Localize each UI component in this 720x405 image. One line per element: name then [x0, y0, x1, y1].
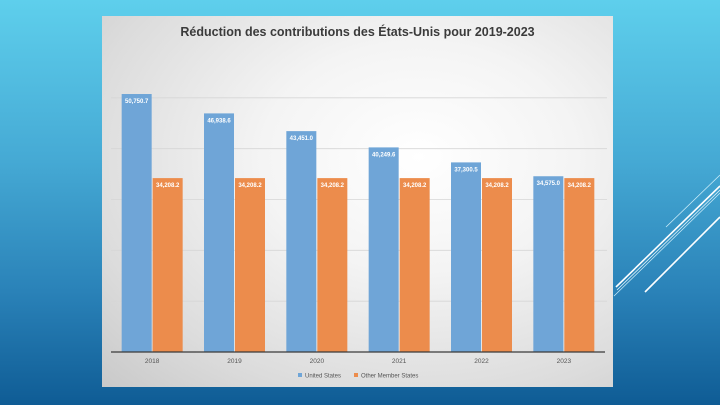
decorative-line: [615, 185, 720, 288]
data-label: 34,208.2: [568, 183, 592, 189]
bar-other-member-states-2021: [399, 178, 430, 352]
chart-title: Réduction des contributions des États-Un…: [180, 24, 534, 39]
data-labels: 50,750.7 34,208.2 46,938.6 34,208.2 43,451.0…: [125, 99, 592, 189]
legend-label-united-states: United States: [305, 374, 341, 380]
bar-united-states-2018: [121, 94, 152, 352]
data-label: 40,249.6: [372, 152, 396, 158]
data-label: 34,208.2: [156, 183, 180, 189]
decorative-line: [665, 174, 720, 228]
legend-marker-other-member-states: [354, 373, 358, 377]
x-tick-label: 2022: [474, 358, 489, 365]
legend-marker-united-states: [298, 373, 302, 377]
bar-other-member-states-2020: [317, 178, 348, 352]
x-tick-label: 2019: [227, 358, 242, 365]
x-tick-label: 2020: [310, 358, 325, 365]
data-label: 37,300.5: [454, 167, 478, 173]
bar-chart: Réduction des contributions des États-Un…: [111, 24, 607, 380]
bars: [121, 94, 595, 352]
data-label: 43,451.0: [290, 136, 314, 142]
chart-panel: Réduction des contributions des États-Un…: [102, 16, 613, 387]
data-label: 34,208.2: [321, 183, 345, 189]
gridlines: [111, 97, 607, 302]
x-axis-ticks: 2018 2019 2020 2021 2022 2023: [145, 358, 572, 365]
data-label: 46,938.6: [207, 118, 231, 124]
x-tick-label: 2018: [145, 358, 160, 365]
bar-other-member-states-2022: [482, 178, 512, 352]
bar-other-member-states-2018: [152, 178, 183, 352]
data-label: 34,208.2: [403, 183, 427, 189]
data-label: 34,208.2: [238, 183, 262, 189]
decorative-line: [613, 192, 720, 297]
legend: United States Other Member States: [298, 373, 418, 380]
legend-label-other-member-states: Other Member States: [361, 374, 418, 380]
bar-united-states-2021: [368, 147, 399, 352]
x-tick-label: 2021: [392, 358, 407, 365]
decorative-line: [644, 216, 720, 293]
bar-united-states-2023: [533, 176, 564, 352]
x-tick-label: 2023: [557, 358, 572, 365]
bar-united-states-2020: [286, 131, 317, 352]
bar-united-states-2022: [451, 162, 481, 352]
data-label: 34,575.0: [537, 181, 561, 187]
bar-other-member-states-2019: [235, 178, 265, 352]
decorative-line: [616, 189, 720, 291]
bar-other-member-states-2023: [564, 178, 595, 352]
bar-united-states-2019: [204, 113, 234, 352]
data-label: 50,750.7: [125, 99, 149, 105]
data-label: 34,208.2: [485, 183, 509, 189]
